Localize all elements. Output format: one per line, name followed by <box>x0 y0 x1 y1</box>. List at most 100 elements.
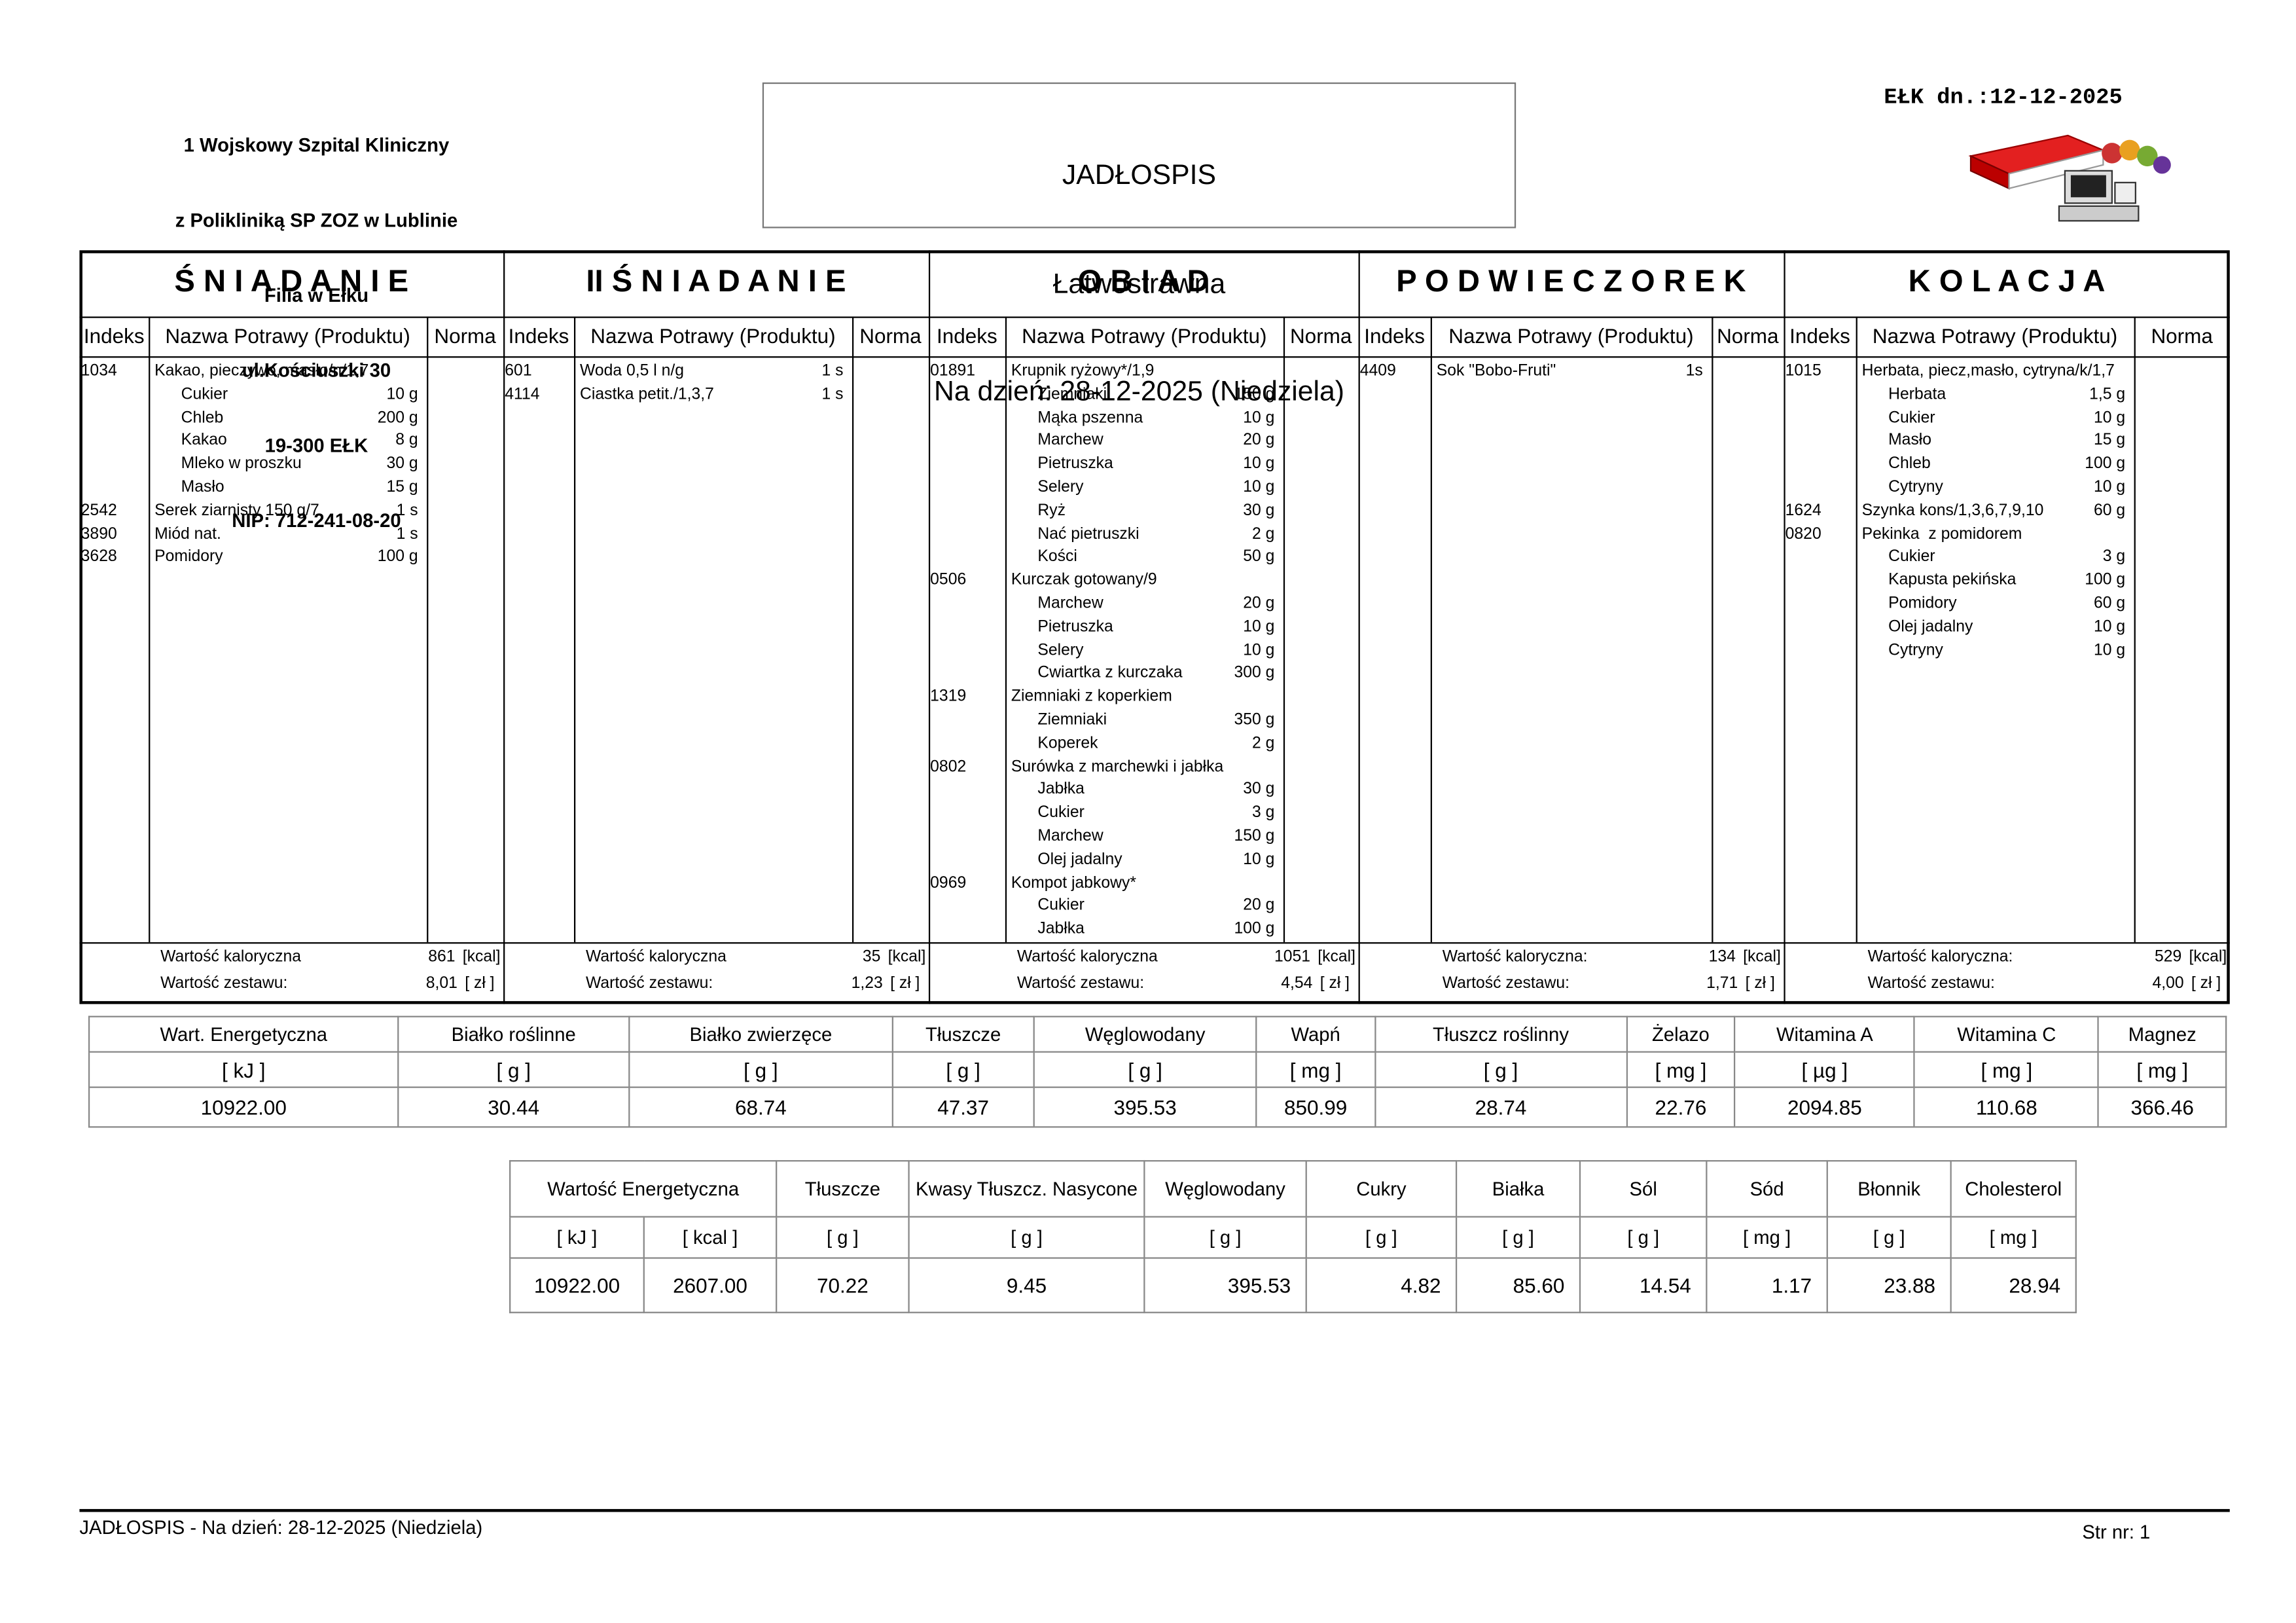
column-header: Norma <box>1717 323 1779 348</box>
meal-name: O B I A D <box>1077 264 1210 299</box>
norma: 3 g <box>1251 804 1275 822</box>
norma: 15 g <box>386 478 418 496</box>
cost: 1,71 [ zł ] <box>1623 973 1775 993</box>
cell: [ g ] <box>891 1051 1035 1088</box>
norma: 10 g <box>1243 455 1275 473</box>
ingredient-name: Mleko w proszku <box>181 455 302 473</box>
norma: 10 g <box>2093 478 2126 496</box>
cell: 395.53 <box>1033 1086 1258 1128</box>
column-header: Indeks <box>1789 323 1850 348</box>
meal-name: K O L A C J A <box>1908 264 2106 299</box>
cell: [ kJ ] <box>509 1216 645 1259</box>
norma: 10 g <box>1243 478 1275 496</box>
cell: [ g ] <box>908 1216 1145 1259</box>
cost-label: Wartość zestawu: <box>1867 974 1995 993</box>
cost-label: Wartość zestawu: <box>1442 974 1570 993</box>
cost-unit: [ zł ] <box>890 974 920 993</box>
rule <box>1712 316 1713 943</box>
cell: Białko zwierzęce <box>628 1015 894 1053</box>
row: 10922.00 2607.00 70.22 9.45 395.53 4.82 85.60 1… <box>509 1257 2077 1313</box>
dish-name: Krupnik ryżowy*/1,9 <box>1011 362 1155 380</box>
cell: Tłuszcze <box>776 1159 910 1218</box>
cell: Kwasy Tłuszcz. Nasycone <box>908 1159 1145 1218</box>
rule <box>149 316 151 943</box>
cell: 68.74 <box>628 1086 894 1128</box>
cost-value: 8,01 <box>425 974 457 993</box>
cell: [ kcal ] <box>643 1216 778 1259</box>
cell: Wapń <box>1255 1015 1376 1053</box>
column-header: Indeks <box>937 323 997 348</box>
cost-value: 4,54 <box>1281 974 1313 993</box>
norma: 1,5 g <box>2089 385 2126 403</box>
organization: 1 Wojskowy Szpital Kliniczny z Poliklini… <box>147 82 486 583</box>
norma: 3 g <box>2102 548 2126 566</box>
ingredient-name: Cukier <box>1888 548 1935 566</box>
dish-name: Herbata, piecz,masło, cytryna/k/1,7 <box>1861 362 2115 380</box>
cell: 85.60 <box>1455 1257 1581 1313</box>
cell: 110.68 <box>1914 1086 2100 1128</box>
norma: 10 g <box>1243 409 1275 427</box>
norma: 60 g <box>2093 501 2126 520</box>
cost: 4,54 [ zł ] <box>1195 973 1350 993</box>
column-header: Norma <box>434 323 496 348</box>
dish-name: Szynka kons/1,3,6,7,9,10 <box>1861 501 2044 520</box>
norma: 1 s <box>396 501 418 520</box>
dish-index: 1015 <box>1785 362 1821 380</box>
ingredient-name: Herbata <box>1888 385 1946 403</box>
rule <box>573 316 576 943</box>
norma: 15 g <box>2093 431 2126 450</box>
norma: 100 g <box>377 548 418 566</box>
column-header: Nazwa Potrawy (Produktu) <box>1448 323 1694 348</box>
cell: [ g ] <box>1455 1216 1581 1259</box>
norma: 10 g <box>2093 641 2126 659</box>
cell: [ g ] <box>1826 1216 1952 1259</box>
ingredient-name: Cytryny <box>1888 478 1943 496</box>
column-header: Indeks <box>1364 323 1426 348</box>
dish-index: 1034 <box>81 362 117 380</box>
norma: 100 g <box>2085 571 2126 589</box>
meal-name: P O D W I E C Z O R E K <box>1396 264 1746 299</box>
cell: Białko roślinne <box>397 1015 630 1053</box>
ingredient-name: Marchew <box>1037 594 1103 613</box>
org-line: 19-300 EŁK <box>264 434 368 457</box>
ingredient-name: Kości <box>1037 548 1077 566</box>
norma: 60 g <box>2093 594 2126 613</box>
ingredient-name: Pietruszka <box>1037 617 1113 636</box>
cell: Białka <box>1455 1159 1581 1218</box>
cell: Sód <box>1706 1159 1828 1218</box>
calories-value: 1051 <box>1274 948 1311 966</box>
cell: Błonnik <box>1826 1159 1952 1218</box>
dish-name: Kurczak gotowany/9 <box>1011 571 1157 589</box>
column-header: Norma <box>1289 323 1352 348</box>
org-line: ul.Kościuszki 30 <box>242 359 391 382</box>
ingredient-name: Cukier <box>1888 409 1935 427</box>
org-line: NIP: 712-241-08-20 <box>232 509 401 532</box>
cell: [ mg ] <box>1950 1216 2077 1259</box>
ingredient-name: Kapusta pekińska <box>1888 571 2017 589</box>
calories-unit: [kcal] <box>2189 948 2227 966</box>
dish-name: Serek ziarnisty 150 g/7 <box>154 501 319 520</box>
calories-label: Wartość kaloryczna <box>1016 948 1158 966</box>
dish-index: 3890 <box>81 524 117 543</box>
ingredient-name: Koperek <box>1037 734 1098 752</box>
ingredient-name: Jabłka <box>1037 780 1085 799</box>
cell: [ mg ] <box>1255 1051 1376 1088</box>
ingredient-name: Nać pietruszki <box>1037 524 1139 543</box>
norma: 1 s <box>396 524 418 543</box>
column-header: Norma <box>859 323 922 348</box>
place-date: EŁK dn.:12-12-2025 <box>1884 85 2123 111</box>
ingredient-name: Pomidory <box>1888 594 1957 613</box>
cell: [ kJ ] <box>88 1051 399 1088</box>
ingredient-name: Ziemniaki <box>1037 711 1107 729</box>
cost-label: Wartość zestawu: <box>585 974 713 993</box>
calories-label: Wartość kaloryczna <box>585 948 726 966</box>
column-header: Nazwa Potrawy (Produktu) <box>165 323 410 348</box>
ingredient-name: Olej jadalny <box>1037 850 1122 869</box>
dish-name: Pomidory <box>154 548 223 566</box>
rule <box>928 250 931 1004</box>
dish-index: 601 <box>505 362 532 380</box>
cell: Sól <box>1579 1159 1708 1218</box>
row: Wartość Energetyczna Tłuszcze Kwasy Tłuszc… <box>509 1159 2077 1218</box>
